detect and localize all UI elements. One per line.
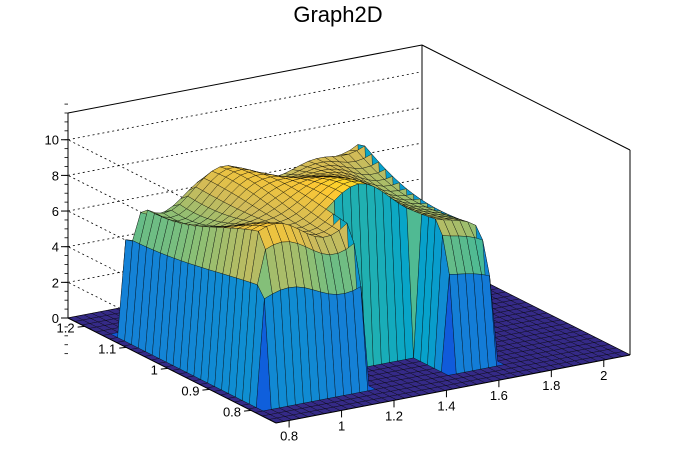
y-axis-tick bbox=[77, 325, 85, 328]
y-axis-tick bbox=[243, 409, 252, 412]
x-axis-tick-label: 0.8 bbox=[280, 428, 298, 443]
axis-frame-front bbox=[67, 113, 631, 424]
z-axis-tick-label: 10 bbox=[45, 133, 59, 148]
x-axis-tick-label: 1.4 bbox=[437, 398, 455, 413]
z-axis-tick-label: 0 bbox=[52, 311, 59, 326]
z-axis-tick-label: 4 bbox=[52, 240, 59, 255]
x-axis-tick-label: 1 bbox=[338, 418, 345, 433]
y-axis-tick bbox=[160, 367, 168, 370]
y-axis-tick-label: 1.2 bbox=[57, 320, 75, 335]
z-axis-tick-label: 2 bbox=[52, 275, 59, 290]
x-axis-tick-label: 2 bbox=[600, 368, 607, 383]
y-axis-tick-label: 1.1 bbox=[98, 341, 116, 356]
x-axis-line bbox=[275, 354, 631, 424]
z-gridline-left bbox=[67, 139, 277, 246]
y-axis-tick-label: 1 bbox=[151, 362, 158, 377]
y-axis-tick-label: 0.9 bbox=[181, 383, 199, 398]
y-axis-tick bbox=[202, 388, 210, 391]
z-axis-tick-label: 6 bbox=[52, 204, 59, 219]
x-axis-tick-label: 1.2 bbox=[385, 408, 403, 423]
chart-title: Graph2D bbox=[293, 2, 382, 27]
x-axis-tick-label: 1.8 bbox=[542, 378, 560, 393]
y-axis-tick-label: 0.8 bbox=[223, 404, 241, 419]
right-top-edge bbox=[421, 44, 631, 151]
z-gridline-back bbox=[67, 71, 423, 141]
back-top-edge bbox=[67, 44, 423, 114]
z-axis-tick-label: 8 bbox=[52, 168, 59, 183]
z-gridline-back bbox=[67, 106, 423, 176]
y-axis-tick bbox=[119, 346, 127, 349]
surface-mesh bbox=[67, 144, 631, 424]
y-axis-line bbox=[67, 317, 277, 424]
x-axis-tick-label: 1.6 bbox=[490, 388, 508, 403]
